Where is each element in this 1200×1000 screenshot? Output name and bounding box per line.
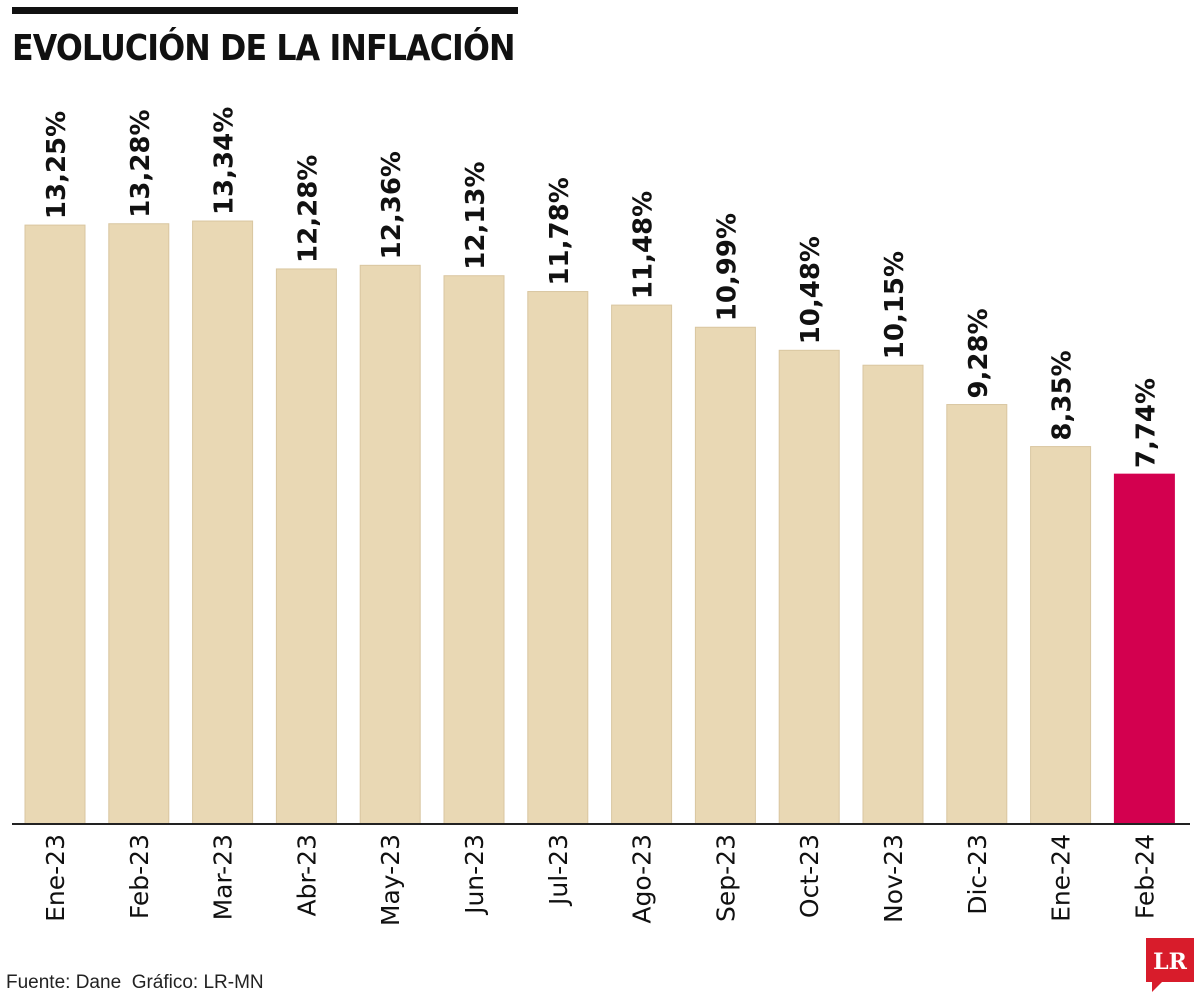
tick-label-abr-23: Abr-23 — [292, 834, 321, 916]
tick-label-dic-23: Dic-23 — [963, 834, 992, 915]
bar-abr-23 — [275, 268, 337, 825]
source-note: Fuente: Dane Gráfico: LR-MN — [6, 972, 264, 993]
bar-oct-23 — [778, 349, 840, 825]
tick-label-sep-23: Sep-23 — [711, 834, 740, 922]
value-label-oct-23: 10,48% — [796, 236, 826, 344]
bar-dic-23 — [946, 404, 1008, 825]
value-label-ago-23: 11,48% — [629, 191, 659, 299]
tick-label-ene-23: Ene-23 — [41, 834, 70, 922]
tick-label-nov-23: Nov-23 — [879, 834, 908, 923]
title-rule — [12, 7, 518, 14]
value-label-jul-23: 11,78% — [545, 177, 575, 285]
bar-feb-23 — [108, 223, 170, 825]
value-label-jun-23: 12,13% — [461, 161, 491, 269]
tick-label-mar-23: Mar-23 — [209, 834, 238, 920]
value-label-feb-24: 7,74% — [1131, 378, 1161, 468]
value-label-feb-23: 13,28% — [126, 109, 156, 217]
logo-text: LR — [1153, 949, 1187, 975]
bar-feb-24 — [1113, 473, 1175, 825]
value-labels-group: 13,25% 13,28% 13,34% 12,28% 12,36% 12,13% 11,7… — [42, 107, 1161, 468]
bar-nov-23 — [862, 364, 924, 825]
bar-ene-24 — [1030, 446, 1092, 825]
x-tick-labels-group: Ene-23 Feb-23 Mar-23 Abr-23 May-23 Jun-23 Jul-… — [41, 834, 1159, 926]
bars-group — [24, 220, 1175, 825]
value-label-ene-24: 8,35% — [1048, 350, 1078, 440]
value-label-nov-23: 10,15% — [880, 251, 910, 359]
value-label-dic-23: 9,28% — [964, 308, 994, 398]
tick-label-ene-24: Ene-24 — [1047, 834, 1076, 922]
tick-label-jul-23: Jul-23 — [544, 834, 573, 907]
tick-label-feb-24: Feb-24 — [1130, 834, 1159, 919]
value-label-mar-23: 13,34% — [210, 107, 240, 215]
bar-ago-23 — [611, 304, 673, 825]
chart-title: EVOLUCIÓN DE LA INFLACIÓN — [12, 28, 516, 69]
tick-label-ago-23: Ago-23 — [628, 834, 657, 924]
tick-label-oct-23: Oct-23 — [795, 834, 824, 918]
bar-jul-23 — [527, 291, 589, 825]
value-label-may-23: 12,36% — [377, 151, 407, 259]
bar-may-23 — [359, 264, 421, 825]
lr-logo: LR — [1146, 938, 1194, 992]
logo-badge — [1146, 938, 1194, 992]
bar-sep-23 — [694, 326, 756, 825]
value-label-sep-23: 10,99% — [712, 213, 742, 321]
tick-label-may-23: May-23 — [376, 834, 405, 926]
value-label-ene-23: 13,25% — [42, 111, 72, 219]
bar-ene-23 — [24, 224, 86, 825]
tick-label-jun-23: Jun-23 — [460, 834, 489, 916]
tick-label-feb-23: Feb-23 — [125, 834, 154, 919]
value-label-abr-23: 12,28% — [293, 155, 323, 263]
bar-jun-23 — [443, 275, 505, 825]
bar-mar-23 — [192, 220, 254, 825]
